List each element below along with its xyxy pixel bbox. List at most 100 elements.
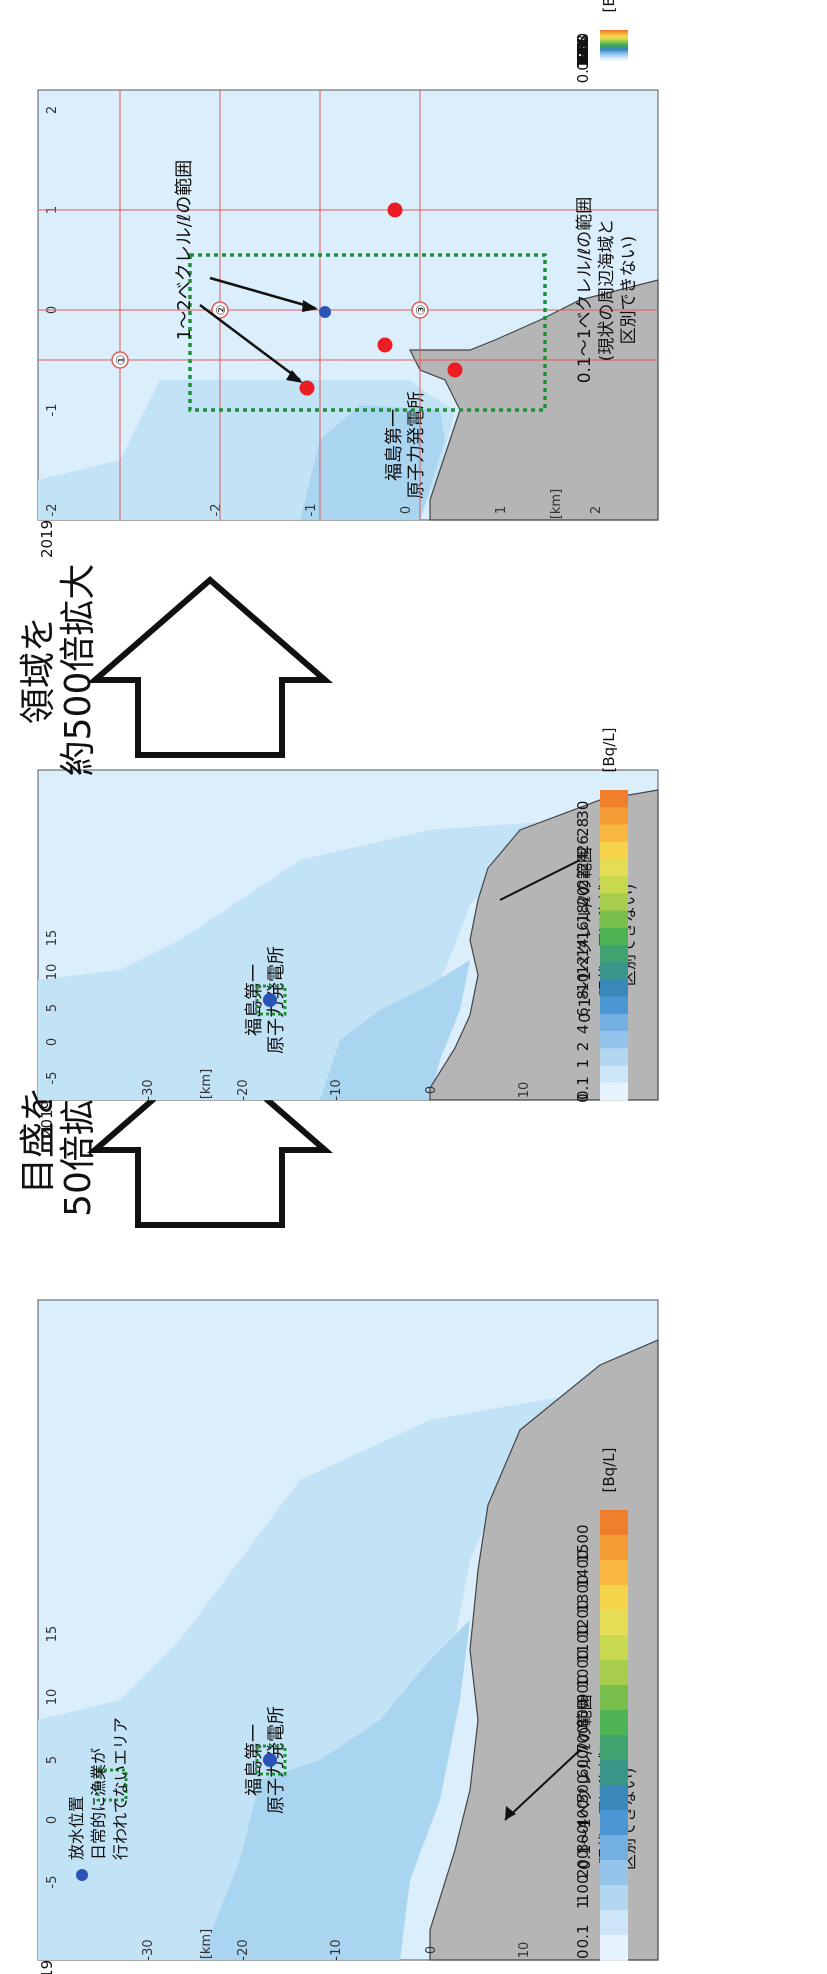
plant-label: 福島第一 — [244, 1724, 265, 1796]
x-tick-label: 5 — [45, 1004, 60, 1012]
legend-label: 26 — [574, 36, 592, 55]
legend-label: 0 — [574, 1950, 592, 1960]
range-note: 0.1～1ベクレル/ℓの範囲 — [575, 197, 595, 384]
grid-marker — [111, 351, 129, 369]
legend-label: 12 — [574, 956, 592, 975]
plume-band — [38, 1390, 600, 1960]
legend-swatch — [600, 790, 628, 808]
legend-label: 0.1 — [574, 1076, 592, 1100]
y-tick-label: -20 — [236, 1079, 251, 1100]
legend-swatch — [600, 56, 628, 59]
legend-swatch — [600, 1735, 628, 1761]
legend-swatch — [600, 1710, 628, 1736]
legend-swatch — [600, 962, 628, 980]
y-tick-label: 10 — [517, 1082, 532, 1099]
legend-label: 20 — [574, 41, 592, 60]
legend-label: 18 — [574, 43, 592, 62]
legend-unit: [Bq/L] — [600, 728, 618, 773]
arrow-caption: 目盛を — [18, 1086, 59, 1194]
y-tick-label: -30 — [141, 1079, 156, 1100]
legend-label: 10 — [574, 50, 592, 69]
legend-swatch — [600, 1810, 628, 1836]
legend-swatch — [600, 1560, 628, 1586]
y-tick-label: -1 — [304, 504, 319, 517]
legend-label: 1100 — [574, 1625, 592, 1663]
legend-swatch — [600, 1660, 628, 1686]
plant-label: 福島第一 — [244, 964, 265, 1036]
land-area — [409, 279, 659, 521]
legend-swatch — [600, 53, 628, 56]
no-fishing-area-box — [255, 984, 287, 1016]
zoom-area-arrow: 領域を 約500倍拡大 — [18, 564, 334, 777]
legend-swatch — [600, 31, 628, 34]
legend-label: 0 — [574, 61, 592, 71]
legend-label: 8 — [574, 51, 592, 61]
legend-swatch — [600, 41, 628, 44]
legend-swatch — [600, 1785, 628, 1811]
arrow-caption: 領域を — [18, 616, 59, 724]
legend-swatch — [600, 1910, 628, 1936]
grid-marker-label: ② — [214, 305, 228, 316]
legend-label: 1 — [574, 58, 592, 68]
arrowhead-icon — [505, 1806, 516, 1820]
legend-label: 30 — [574, 33, 592, 52]
legend-label: 900 — [574, 1675, 592, 1704]
legend-swatch — [600, 1065, 628, 1084]
legend-swatch — [600, 927, 628, 946]
legend-label: 1 — [574, 1900, 592, 1910]
legend-label: 1400 — [574, 1550, 592, 1588]
legend-label: 600 — [574, 1750, 592, 1779]
legend-label: 14 — [574, 938, 592, 957]
x-tick-label: -2 — [45, 504, 60, 517]
sampling-point — [299, 380, 315, 396]
legend-label: 400 — [574, 1800, 592, 1829]
sampling-point — [447, 362, 463, 378]
legend-swatch — [600, 46, 628, 49]
legend-swatch — [600, 45, 628, 48]
x-tick-label: 10 — [45, 1689, 60, 1706]
up-arrow-icon — [86, 576, 334, 758]
legend-swatch — [600, 1048, 628, 1067]
arrowhead-icon — [286, 370, 303, 383]
outlet-marker — [263, 993, 277, 1007]
legend-label: 12 — [574, 48, 592, 67]
legend-label: 1200 — [574, 1600, 592, 1638]
legend-label: 800 — [574, 1700, 592, 1729]
legend-label: 8 — [574, 990, 592, 1000]
legend-swatch — [600, 40, 628, 43]
legend-area-label: 行われてないエリア — [111, 1717, 130, 1860]
legend-swatch — [600, 1082, 628, 1101]
legend-swatch — [600, 1835, 628, 1861]
legend-swatch — [600, 1585, 628, 1611]
arrow-caption: 約500倍拡大 — [58, 564, 99, 777]
legend-swatch — [600, 36, 628, 39]
y-tick-label: -10 — [329, 1939, 344, 1960]
x-tick-label: 0 — [45, 1816, 60, 1824]
legend-swatch — [600, 55, 628, 58]
legend-swatch — [600, 996, 628, 1015]
legend-swatch — [600, 48, 628, 51]
no-fishing-area-box — [255, 1744, 287, 1776]
legend-label: 100 — [574, 1875, 592, 1904]
legend-label: 16 — [574, 921, 592, 940]
legend-swatch — [600, 50, 628, 53]
legend-label: 1000 — [574, 1650, 592, 1688]
legend-label: 22 — [574, 870, 592, 889]
legend-label: 26 — [574, 835, 592, 854]
plant-label: 福島第一 — [384, 409, 405, 481]
legend-swatch — [600, 1860, 628, 1886]
legend-label: 20 — [574, 887, 592, 906]
pointer-arrow — [209, 276, 316, 310]
y-tick-label: -10 — [329, 1079, 344, 1100]
legend-swatch — [600, 876, 628, 894]
legend-label: 22 — [574, 40, 592, 59]
legend-swatch — [600, 30, 628, 33]
legend-swatch — [600, 1935, 628, 1961]
legend-label: 16 — [574, 45, 592, 64]
y-tick-label: -20 — [236, 1939, 251, 1960]
legend-swatch — [600, 1031, 628, 1049]
legend-label: 1300 — [574, 1575, 592, 1613]
